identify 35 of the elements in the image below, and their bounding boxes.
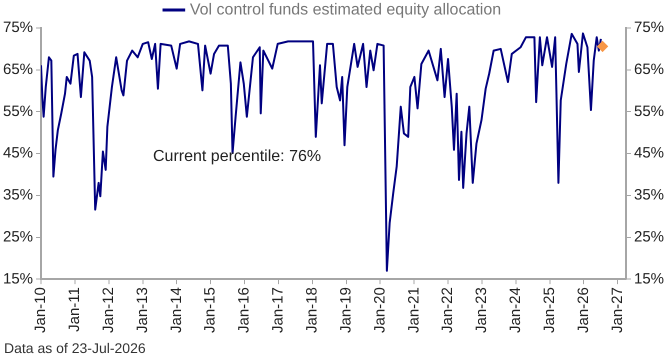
y2-tick-label: 25% <box>634 228 664 246</box>
x-tick-label: Jan-13 <box>134 287 151 334</box>
x-tick-label: Jan-25 <box>540 287 558 334</box>
y2-tick-label: 55% <box>634 102 664 120</box>
y2-tick-label: 15% <box>634 270 664 288</box>
y-tick-label: 45% <box>2 144 34 162</box>
annotation: Current percentile: 76% <box>153 148 322 166</box>
x-tick-label: Jan-20 <box>371 287 388 334</box>
y2-tick-label: 35% <box>634 186 664 204</box>
x-tick-label: Jan-12 <box>100 287 117 334</box>
y2-tick-label: 65% <box>634 60 664 78</box>
y2-tick-label: 45% <box>634 144 664 162</box>
y2-tick-label: 75% <box>634 19 664 36</box>
x-tick-label: Jan-23 <box>473 287 490 334</box>
x-tick-label: Jan-22 <box>439 287 456 334</box>
y-tick-label: 65% <box>2 60 34 78</box>
y-tick-label: 25% <box>2 228 34 246</box>
legend-label: Vol control funds estimated equity allocation <box>190 1 502 18</box>
text: Data as of 23-Jul-2026 <box>4 340 146 356</box>
x-tick-label: Jan-11 <box>66 287 84 332</box>
x-tick-label: Jan-21 <box>405 287 422 334</box>
x-tick-label: Jan-18 <box>304 287 320 334</box>
y-tick-label: 15% <box>2 270 34 288</box>
x-tick-label: Jan-27 <box>608 287 626 334</box>
x-tick-label: Jan-15 <box>202 287 219 334</box>
x-tick-label: Jan-16 <box>236 287 253 334</box>
x-tick-label: Jan-17 <box>270 287 287 334</box>
y-tick-label: 75% <box>2 19 34 36</box>
y-tick-label: 55% <box>2 102 34 120</box>
x-tick-label: Jan-19 <box>337 287 354 334</box>
x-tick-label: Jan-10 <box>32 287 50 334</box>
x-tick-label: Jan-26 <box>574 287 592 334</box>
x-tick-label: Jan-14 <box>168 287 185 334</box>
x-tick-label: Jan-24 <box>507 287 524 334</box>
y-tick-label: 35% <box>2 186 34 204</box>
